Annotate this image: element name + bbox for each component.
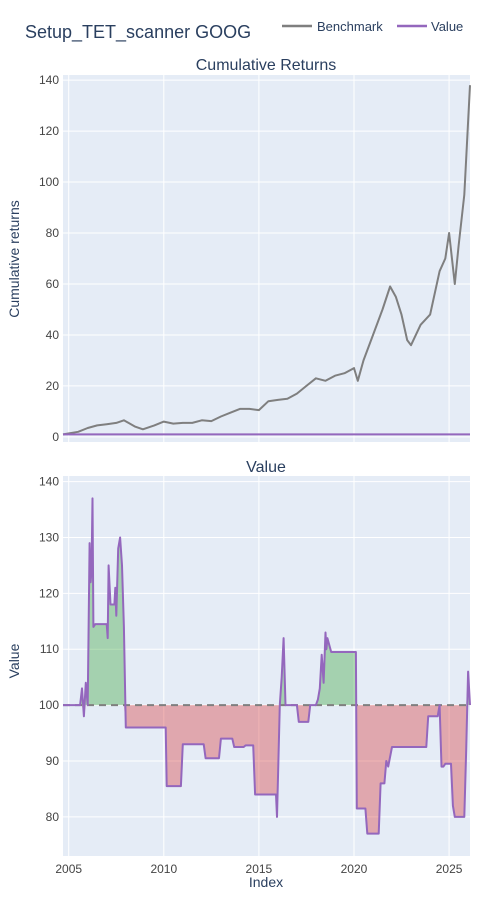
cumulative-returns-y-ticks: 0 20 40 60 80 100 120 140	[39, 73, 59, 444]
value-y-axis-title: Value	[6, 643, 22, 678]
value-fill-areas	[63, 498, 470, 834]
value-subplot: 80 90 100 110 120 130 140 2005 2010 2015 2020 2025…	[6, 459, 471, 890]
legend-value-label: Value	[431, 19, 463, 34]
value-subtitle: Value	[246, 459, 286, 476]
x-tick-label: 2005	[55, 862, 82, 876]
x-tick-label: 2025	[436, 862, 463, 876]
cumulative-returns-series	[62, 85, 471, 436]
cumulative-returns-y-tick-label: 80	[46, 226, 60, 240]
value-y-ticks: 80 90 100 110 120 130 140	[39, 475, 59, 824]
cumulative-returns-subtitle: Cumulative Returns	[196, 57, 337, 74]
x-axis-title: Index	[249, 874, 283, 890]
x-tick-label: 2010	[150, 862, 177, 876]
value-y-tick-label: 140	[39, 475, 59, 489]
value-y-tick-label: 120	[39, 586, 59, 600]
cumulative-returns-y-tick-label: 0	[52, 430, 59, 444]
cumulative-returns-gridlines	[63, 75, 470, 442]
cumulative-returns-plot-area	[63, 75, 470, 442]
cumulative-returns-y-tick-label: 140	[39, 73, 59, 87]
cumulative-returns-y-tick-label: 120	[39, 124, 59, 138]
value-y-tick-label: 100	[39, 698, 59, 712]
value-series	[63, 497, 471, 835]
value-y-tick-label: 110	[40, 642, 59, 656]
legend-benchmark-label: Benchmark	[317, 19, 383, 34]
cumulative-returns-subplot: 0 20 40 60 80 100 120 140 Cumulative Returns Cu…	[6, 57, 471, 444]
value-y-tick-label: 80	[46, 810, 60, 824]
cumulative-returns-y-tick-label: 20	[46, 379, 60, 393]
value-plot-area	[63, 476, 470, 856]
x-tick-label: 2020	[341, 862, 368, 876]
cumulative-returns-y-tick-label: 100	[39, 175, 59, 189]
value-below-baseline-fill	[63, 705, 470, 834]
x-tick-label: 2015	[246, 862, 273, 876]
value-y-tick-label: 90	[46, 754, 60, 768]
figure-title: Setup_TET_scanner GOOG	[25, 22, 251, 43]
cumulative-returns-y-tick-label: 40	[46, 328, 60, 342]
cumulative-returns-y-axis-title: Cumulative returns	[6, 200, 22, 318]
cumulative-returns-y-tick-label: 60	[46, 277, 60, 291]
value-line	[63, 497, 471, 835]
value-above-baseline-fill	[63, 498, 470, 706]
cumulative-returns-line-benchmark	[62, 85, 471, 436]
value-y-tick-label: 130	[39, 530, 59, 544]
legend: Benchmark Value	[282, 19, 463, 34]
value-x-ticks: 2005 2010 2015 2020 2025	[55, 862, 462, 876]
